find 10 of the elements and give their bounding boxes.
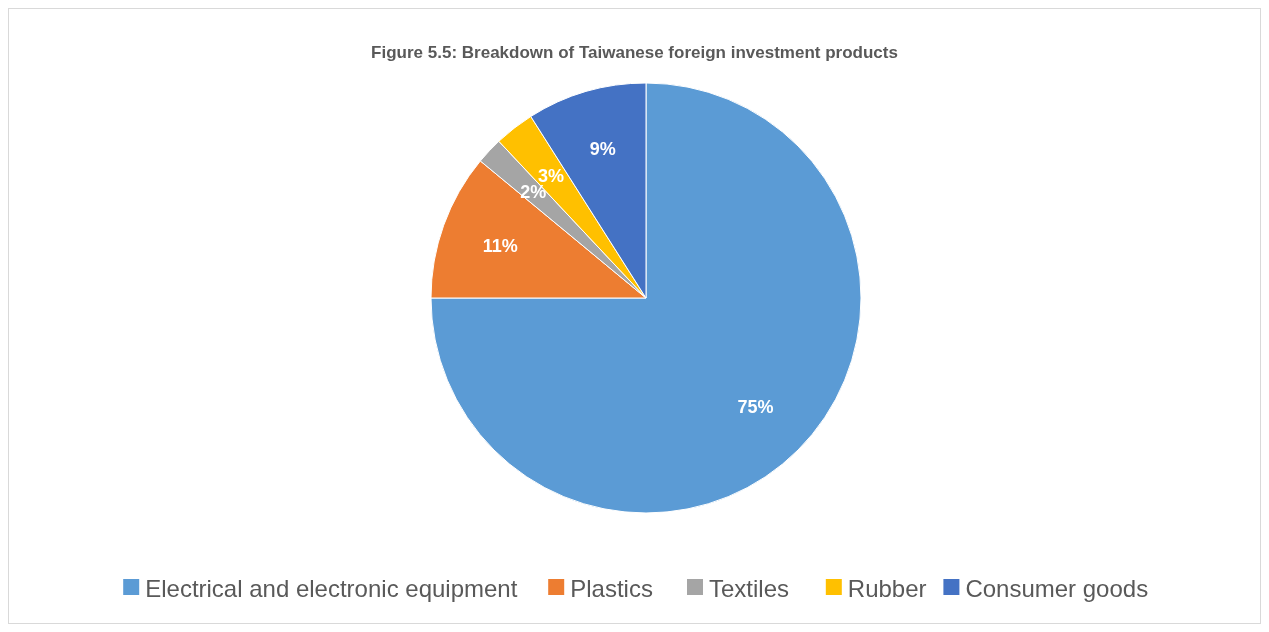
data-label: 11% xyxy=(482,235,518,256)
data-label: 75% xyxy=(737,397,774,418)
legend-label: Consumer goods xyxy=(965,574,1149,602)
legend-label: Electrical and electronic equipment xyxy=(145,574,518,602)
chart-title: Figure 5.5: Breakdown of Taiwanese foreign investment products xyxy=(371,43,898,62)
legend-label: Textiles xyxy=(709,574,790,602)
legend-label: Rubber xyxy=(847,574,927,602)
data-label: 9% xyxy=(589,139,616,160)
pie-slice xyxy=(430,82,862,514)
legend-label: Plastics xyxy=(570,574,653,602)
